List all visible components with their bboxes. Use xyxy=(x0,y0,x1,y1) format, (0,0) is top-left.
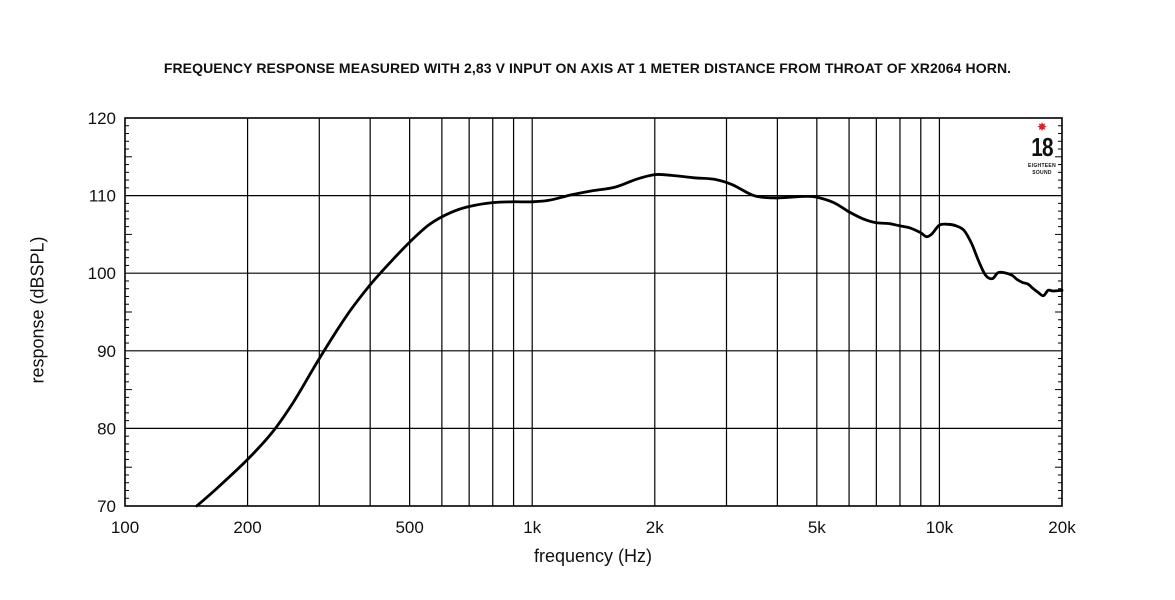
plot-frame xyxy=(124,117,1063,507)
x-tick-label: 2k xyxy=(646,518,664,537)
x-tick-label: 20k xyxy=(1048,518,1076,537)
logo-star-icon: ✸ xyxy=(1036,120,1048,134)
logo-line-1: SOUND xyxy=(1032,170,1052,176)
x-axis-title: frequency (Hz) xyxy=(533,546,653,566)
brand-logo: ✸ 18 EIGHTEEN SOUND xyxy=(1027,120,1057,181)
x-tick-label: 100 xyxy=(111,518,139,537)
tick-labels: 100 200 500 1k 2k 5k 10k 20k 70 80 90 100 110 120 xyxy=(88,109,1077,537)
logo-line-0: EIGHTEEN xyxy=(1028,163,1056,169)
x-tick-label: 5k xyxy=(808,518,826,537)
x-tick-label: 10k xyxy=(926,518,954,537)
y-tick-label: 110 xyxy=(89,187,116,206)
logo-number: 18 xyxy=(1031,132,1053,162)
x-tick-label: 200 xyxy=(233,518,261,537)
grid xyxy=(125,118,1062,506)
x-tick-label: 500 xyxy=(395,518,423,537)
y-tick-label: 120 xyxy=(88,109,116,128)
y-tick-label: 100 xyxy=(88,264,116,283)
x-tick-label: 1k xyxy=(523,518,541,537)
y-tick-label: 80 xyxy=(97,419,116,438)
chart-title: FREQUENCY RESPONSE MEASURED WITH 2,83 V … xyxy=(163,60,1012,76)
y-tick-label: 70 xyxy=(97,497,116,516)
y-tick-label: 90 xyxy=(97,342,116,361)
series-line-response xyxy=(195,173,1064,508)
